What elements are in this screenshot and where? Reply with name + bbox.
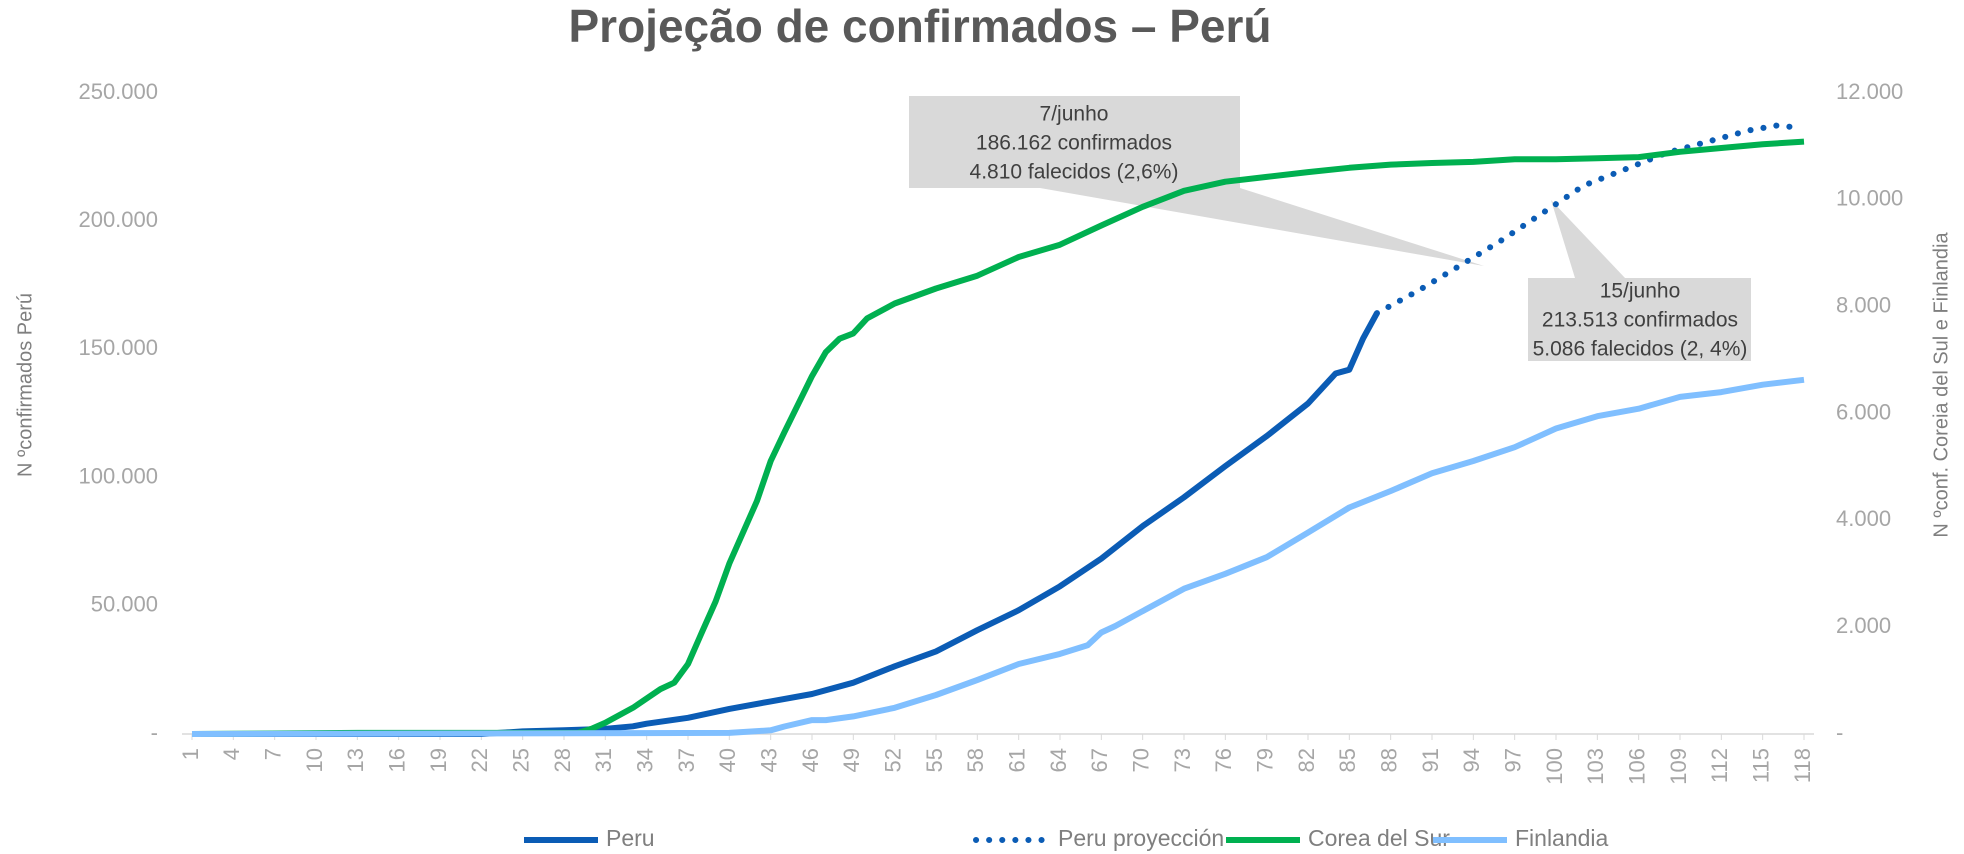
x-tick-label: 67 — [1087, 748, 1112, 772]
x-tick-label: 70 — [1128, 748, 1153, 772]
x-tick-label: 40 — [715, 748, 740, 772]
y2-tick-label: 4.000 — [1836, 506, 1891, 531]
x-tick-label: 73 — [1170, 748, 1195, 772]
x-tick-label: 85 — [1335, 748, 1360, 772]
legend-label: Peru proyección — [1058, 825, 1224, 851]
x-tick-label: 91 — [1418, 748, 1443, 772]
x-tick-label: 46 — [798, 748, 823, 772]
y2-axis-label: N ºconf. Coreia del Sul e Finlandia — [1930, 232, 1952, 538]
y-tick-label: 100.000 — [78, 463, 158, 488]
y-tick-label: 200.000 — [78, 207, 158, 232]
x-tick-label: 76 — [1211, 748, 1236, 772]
x-tick-label: 22 — [467, 748, 492, 772]
x-tick-label: 34 — [632, 748, 657, 772]
y-tick-label: 250.000 — [78, 79, 158, 104]
x-tick-label: 52 — [880, 748, 905, 772]
x-tick-label: 100 — [1542, 748, 1567, 785]
y-tick-label: 150.000 — [78, 335, 158, 360]
legend-label: Finlandia — [1515, 825, 1609, 851]
x-tick-label: 79 — [1252, 748, 1277, 772]
series-line — [192, 311, 1380, 737]
y-tick-label: - — [151, 720, 158, 745]
annotation-text: 186.162 confirmados — [976, 132, 1172, 155]
series-line — [1373, 122, 1794, 317]
x-tick-label: 112 — [1707, 748, 1732, 783]
x-tick-label: 88 — [1376, 748, 1401, 772]
x-tick-label: 28 — [550, 748, 575, 772]
x-tick-label: 25 — [508, 748, 533, 772]
y2-tick-label: 8.000 — [1836, 292, 1891, 317]
x-tick-label: 7 — [260, 748, 285, 760]
x-tick-label: 55 — [922, 748, 947, 772]
x-tick-label: 43 — [756, 748, 781, 772]
y2-tick-label: 6.000 — [1836, 399, 1891, 424]
legend-label: Peru — [606, 825, 655, 851]
annotation-text: 5.086 falecidos (2, 4%) — [1533, 338, 1748, 361]
x-tick-label: 13 — [343, 748, 368, 772]
y2-tick-label: 2.000 — [1836, 613, 1891, 638]
y2-tick-label: 10.000 — [1836, 186, 1903, 211]
x-tick-label: 37 — [674, 748, 699, 772]
callout-box — [1528, 278, 1751, 361]
y2-tick-label: - — [1836, 720, 1843, 745]
y-tick-label: 50.000 — [91, 592, 158, 617]
y2-tick-label: 12.000 — [1836, 79, 1903, 104]
x-tick-label: 10 — [302, 748, 327, 772]
x-tick-label: 115 — [1748, 748, 1773, 783]
chart-title: Projeção de confirmados – Perú — [568, 0, 1271, 52]
callout-box — [909, 96, 1240, 188]
x-tick-label: 16 — [384, 748, 409, 772]
series-line — [191, 376, 1805, 737]
annotation-text: 4.810 falecidos (2,6%) — [970, 161, 1179, 184]
x-tick-label: 49 — [839, 748, 864, 772]
x-tick-label: 97 — [1500, 748, 1525, 772]
x-tick-label: 58 — [963, 748, 988, 772]
x-tick-label: 61 — [1004, 748, 1029, 772]
x-tick-label: 94 — [1459, 748, 1484, 772]
y-axis-label: N ºconfirmados Perú — [14, 293, 36, 477]
x-tick-label: 82 — [1294, 748, 1319, 772]
x-tick-label: 109 — [1666, 748, 1691, 785]
annotation-text: 7/junho — [1040, 103, 1109, 126]
x-tick-label: 118 — [1790, 748, 1815, 783]
x-tick-label: 1 — [178, 748, 203, 760]
callout-pointer — [1040, 188, 1484, 266]
x-tick-label: 103 — [1583, 748, 1608, 785]
x-tick-label: 64 — [1046, 748, 1071, 772]
x-tick-label: 4 — [219, 748, 244, 760]
annotation-text: 15/junho — [1600, 280, 1681, 303]
x-tick-label: 19 — [426, 748, 451, 772]
annotation-text: 213.513 confirmados — [1542, 309, 1738, 332]
callout-pointer — [1551, 200, 1625, 278]
x-tick-label: 31 — [591, 748, 616, 772]
x-tick-label: 106 — [1624, 748, 1649, 785]
series-line — [191, 138, 1805, 737]
legend-label: Corea del Sur — [1308, 825, 1450, 851]
